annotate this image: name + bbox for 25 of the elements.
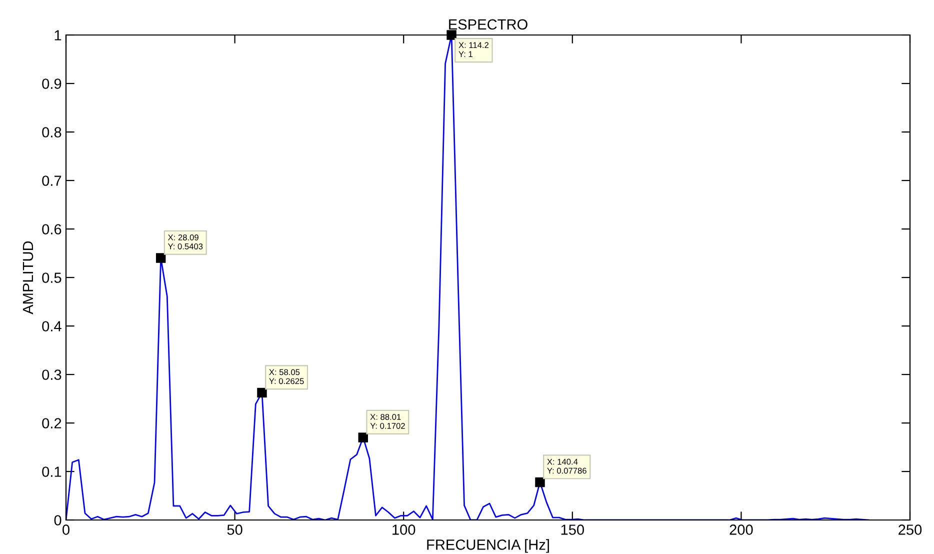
y-tick-label: 1 <box>54 30 62 40</box>
annotation: X: 58.05 Y: 0.2625 <box>269 369 304 384</box>
annotation: X: 140.4 Y: 0.07786 <box>547 458 586 474</box>
x-tick-label: 50 <box>227 524 242 535</box>
x-tick-label: 0 <box>62 524 70 535</box>
y-tick-label: 0.6 <box>42 224 62 234</box>
y-tick-label: 0.8 <box>42 127 62 138</box>
y-axis-title: AMPLITUD <box>22 241 34 314</box>
chart-title: ESPECTRO <box>449 19 528 30</box>
y-tick-label: 0.2 <box>42 418 62 428</box>
y-tick-label: 0.4 <box>42 321 62 332</box>
annotation: X: 28.09 Y: 0.5403 <box>168 234 203 250</box>
y-tick-label: 0 <box>54 515 62 526</box>
y-tick-label: 0.5 <box>42 272 62 283</box>
y-tick-label: 0.1 <box>42 466 62 477</box>
annotation: X: 114.2 Y: 1 <box>458 42 488 57</box>
x-tick-label: 250 <box>898 524 922 535</box>
annotation: X: 88.01 Y: 0.1702 <box>370 414 405 429</box>
x-tick-label: 150 <box>561 524 584 535</box>
x-axis-title: FRECUENCIA [Hz] <box>427 539 549 553</box>
x-tick-label: 100 <box>392 524 416 535</box>
y-tick-label: 0.3 <box>42 370 62 380</box>
x-tick-label: 200 <box>730 524 753 535</box>
y-tick-label: 0.9 <box>42 78 62 89</box>
y-tick-label: 0.7 <box>42 176 62 186</box>
